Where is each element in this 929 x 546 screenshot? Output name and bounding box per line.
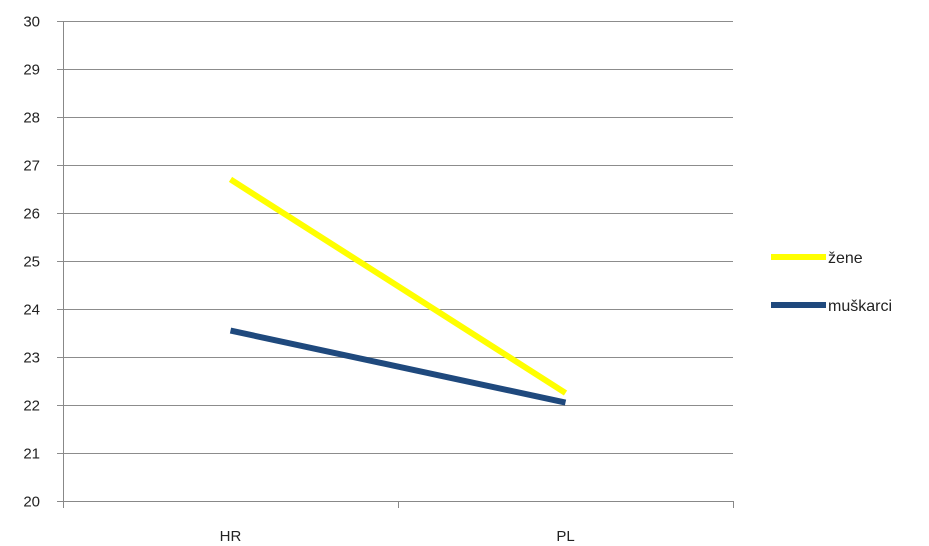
series-lines <box>228 176 568 406</box>
y-tick-label: 23 <box>23 350 40 367</box>
series-line-2 <box>229 327 567 406</box>
y-tick-label: 28 <box>23 110 40 127</box>
y-tick-label: 30 <box>23 14 40 31</box>
y-tick-label: 25 <box>23 254 40 271</box>
y-tick-label: 22 <box>23 398 40 415</box>
x-axis-tick-labels: HR PL <box>220 528 575 545</box>
y-axis-tick-labels: 20 21 22 23 24 25 26 27 28 29 30 <box>23 14 40 511</box>
y-tick-label: 21 <box>23 446 40 463</box>
series-line-1 <box>228 176 568 396</box>
legend: žene muškarci <box>771 250 892 315</box>
axes <box>63 21 734 508</box>
y-tick-label: 26 <box>23 206 40 223</box>
gridlines <box>57 21 733 502</box>
x-tick-label: HR <box>220 528 242 545</box>
x-tick-label: PL <box>556 528 574 545</box>
y-tick-label: 24 <box>23 302 40 319</box>
y-tick-label: 20 <box>23 494 40 511</box>
legend-label: žene <box>828 250 863 267</box>
legend-label: muškarci <box>828 298 892 315</box>
y-tick-label: 27 <box>23 158 40 175</box>
y-tick-label: 29 <box>23 62 40 79</box>
